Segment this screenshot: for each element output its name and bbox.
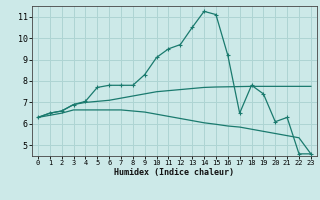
X-axis label: Humidex (Indice chaleur): Humidex (Indice chaleur) [115,168,234,177]
